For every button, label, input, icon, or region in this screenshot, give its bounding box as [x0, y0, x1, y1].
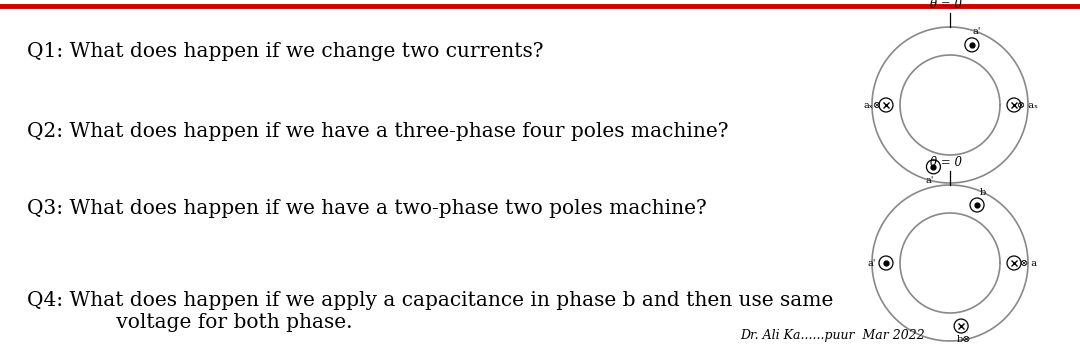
Text: a': a' [926, 176, 934, 185]
Text: ⊗ aₓ: ⊗ aₓ [1017, 101, 1039, 110]
Text: Q3: What does happen if we have a two-phase two poles machine?: Q3: What does happen if we have a two-ph… [27, 199, 706, 218]
Text: Dr. Ali Ka......puur  Mar 2022: Dr. Ali Ka......puur Mar 2022 [740, 329, 924, 342]
Text: Q4: What does happen if we apply a capacitance in phase b and then use same
    : Q4: What does happen if we apply a capac… [27, 291, 834, 332]
Text: b⊗: b⊗ [957, 335, 971, 344]
Text: Q1: What does happen if we change two currents?: Q1: What does happen if we change two cu… [27, 42, 543, 61]
Text: θ = 0: θ = 0 [930, 0, 962, 11]
Text: a': a' [972, 27, 981, 36]
Text: Q2: What does happen if we have a three-phase four poles machine?: Q2: What does happen if we have a three-… [27, 122, 729, 141]
Text: a': a' [867, 259, 876, 267]
Text: aₓ⊗: aₓ⊗ [863, 101, 881, 110]
Text: θ = 0: θ = 0 [930, 156, 962, 169]
Text: b: b [980, 188, 986, 197]
Text: ⊗ a: ⊗ a [1020, 259, 1037, 267]
